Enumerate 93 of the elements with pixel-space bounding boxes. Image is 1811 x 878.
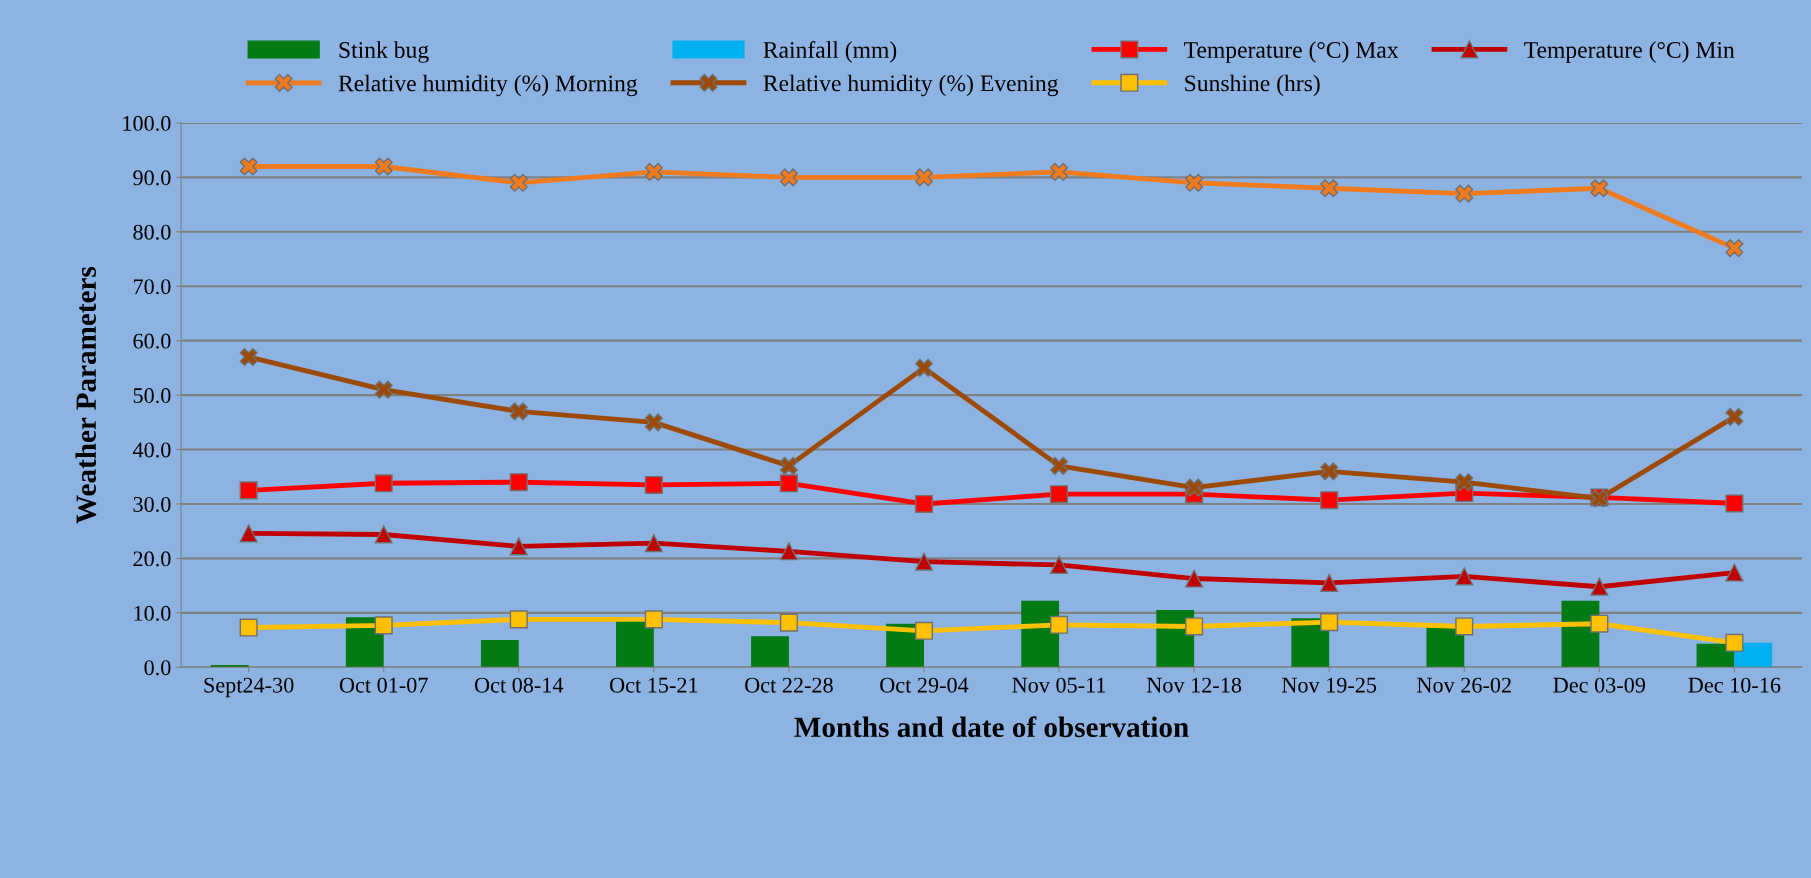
x-tick-label: Nov 26-02: [1417, 677, 1511, 693]
point: [779, 613, 798, 632]
point: [1725, 239, 1744, 258]
point: [1590, 179, 1609, 198]
point: [1725, 407, 1744, 426]
legend-label: Relative humidity (%) Evening: [763, 74, 1059, 97]
x-tick-label: Dec 03-09: [1553, 677, 1646, 693]
point: [1185, 617, 1204, 636]
point: [779, 474, 798, 493]
y-tick-label: 80.0: [133, 224, 171, 240]
y-axis-title: Weather Parameters: [75, 266, 97, 524]
legend-label: Temperature (°C) Min: [1524, 41, 1735, 63]
point: [1320, 573, 1339, 592]
point: [1185, 173, 1204, 192]
point: [374, 616, 393, 635]
point: [1320, 491, 1339, 510]
point: [644, 610, 663, 629]
point: [374, 157, 393, 176]
point: [1050, 555, 1069, 574]
point: [239, 481, 258, 500]
point: [1185, 569, 1204, 588]
point: [644, 413, 663, 432]
x-tick-label: Oct 08-14: [474, 677, 564, 693]
point: [1050, 456, 1069, 475]
x-tick-label: Nov 12-18: [1146, 677, 1242, 693]
y-tick-label: 90.0: [133, 170, 171, 186]
point: [644, 162, 663, 181]
point: [1455, 567, 1474, 586]
point: [914, 168, 934, 187]
point: [1320, 462, 1339, 481]
y-tick-label: 70.0: [133, 279, 171, 295]
legend-label: Relative humidity (%) Morning: [338, 74, 638, 97]
point: [1185, 478, 1204, 497]
point: [644, 534, 663, 553]
x-tick-label: Oct 01-07: [339, 677, 428, 693]
point: [914, 358, 934, 377]
y-tick-label: 60.0: [133, 333, 171, 349]
point: [1590, 614, 1609, 633]
point: [779, 168, 798, 187]
x-axis-title: Months and date of observation: [794, 716, 1189, 738]
point: [374, 474, 393, 493]
point: [779, 456, 798, 475]
legend-label: Sunshine (hrs): [1185, 74, 1320, 97]
point: [509, 610, 528, 629]
bar: [616, 620, 654, 668]
point: [1725, 633, 1744, 652]
bar: [1734, 642, 1773, 668]
x-tick-label: Oct 15-21: [610, 677, 698, 693]
point: [239, 524, 258, 543]
point: [914, 494, 934, 514]
x-tick-label: Sept24-30: [204, 677, 294, 698]
point: [1320, 613, 1339, 632]
legend-label: Temperature (°C) Max: [1184, 41, 1399, 63]
bar: [210, 665, 249, 668]
y-tick-label: 50.0: [133, 388, 171, 404]
point: [1725, 494, 1744, 513]
point: [1050, 485, 1069, 504]
x-tick-label: Oct 29-04: [880, 677, 969, 693]
legend-label: Stink bug: [339, 41, 429, 63]
x-tick-label: Oct 22-28: [745, 677, 833, 693]
x-tick-label: Nov 19-25: [1282, 677, 1377, 693]
point: [779, 542, 798, 561]
point: [509, 402, 528, 421]
y-tick-label: 100.0: [123, 115, 171, 131]
bar: [480, 640, 519, 668]
point: [239, 157, 258, 176]
x-tick-label: Dec 10-16: [1688, 677, 1781, 693]
legend-label: Rainfall (mm): [763, 41, 897, 63]
bar: [751, 636, 789, 668]
x-tick-label: Nov 05-11: [1012, 677, 1106, 693]
point: [239, 618, 258, 637]
y-tick-label: 30.0: [133, 496, 171, 512]
point: [239, 347, 258, 367]
point: [1725, 563, 1744, 582]
point: [1455, 473, 1474, 492]
point: [644, 475, 663, 494]
point: [509, 537, 528, 556]
point: [509, 473, 528, 492]
point: [1320, 179, 1339, 198]
point: [1455, 184, 1474, 203]
y-tick-label: 40.0: [132, 442, 171, 458]
y-tick-label: 20.0: [133, 551, 171, 567]
y-tick-label: 0.0: [144, 660, 171, 676]
point: [374, 380, 393, 399]
point: [914, 552, 934, 571]
point: [1050, 162, 1069, 181]
point: [914, 621, 934, 640]
point: [1590, 577, 1609, 596]
y-tick-label: 10.0: [134, 605, 171, 621]
point: [1455, 617, 1474, 636]
point: [509, 173, 528, 192]
point: [374, 525, 393, 544]
point: [1050, 615, 1069, 634]
